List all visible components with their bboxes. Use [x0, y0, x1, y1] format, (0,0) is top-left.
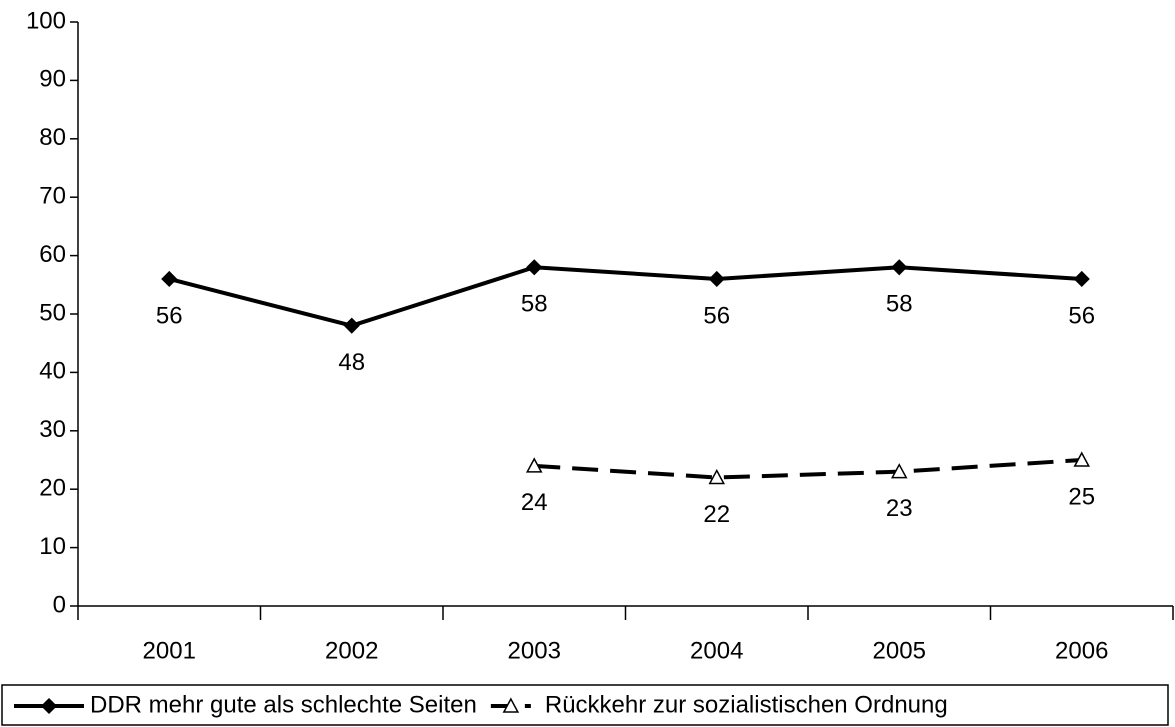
data-point — [526, 259, 543, 276]
x-tick-label: 2002 — [325, 637, 378, 664]
y-tick-label: 100 — [26, 7, 66, 34]
legend-marker — [502, 697, 520, 713]
legend-box — [1, 684, 1169, 726]
data-point — [708, 270, 725, 288]
x-tick-label: 2001 — [143, 637, 196, 664]
data-point — [161, 270, 178, 288]
data-label: 22 — [703, 501, 730, 528]
y-tick-label: 10 — [39, 533, 66, 560]
data-label: 23 — [886, 495, 913, 522]
data-label: 24 — [521, 489, 548, 516]
data-point — [708, 468, 726, 485]
data-label: 25 — [1068, 483, 1095, 510]
y-tick-label: 50 — [39, 299, 66, 326]
data-label: 56 — [1068, 302, 1095, 329]
y-tick-label: 80 — [39, 124, 66, 151]
y-tick-label: 40 — [39, 358, 66, 385]
data-label: 56 — [156, 302, 183, 329]
y-tick-label: 0 — [53, 591, 66, 618]
data-label: 58 — [886, 291, 913, 318]
x-tick-label: 2003 — [508, 637, 561, 664]
legend-marker — [40, 697, 58, 715]
x-tick-label: 2005 — [873, 637, 926, 664]
data-point — [343, 317, 360, 334]
series-line — [534, 458, 1082, 480]
data-point — [1073, 451, 1091, 467]
data-point — [1073, 270, 1090, 288]
legend-label: Rückkehr zur sozialistischen Ordnung — [545, 691, 948, 718]
data-point — [891, 259, 908, 276]
y-tick-label: 60 — [39, 241, 66, 268]
y-tick-label: 70 — [39, 183, 66, 210]
x-tick-label: 2004 — [690, 637, 743, 664]
data-point — [525, 457, 543, 473]
x-tick-label: 2006 — [1055, 637, 1108, 664]
data-label: 56 — [703, 302, 730, 329]
data-point — [890, 463, 908, 479]
legend-label: DDR mehr gute als schlechte Seiten — [90, 691, 477, 718]
data-label: 58 — [521, 291, 548, 318]
series-line — [168, 265, 1082, 328]
y-tick-label: 90 — [39, 66, 66, 93]
data-label: 48 — [338, 349, 365, 376]
y-tick-label: 30 — [39, 416, 66, 443]
y-tick-label: 20 — [39, 475, 66, 502]
